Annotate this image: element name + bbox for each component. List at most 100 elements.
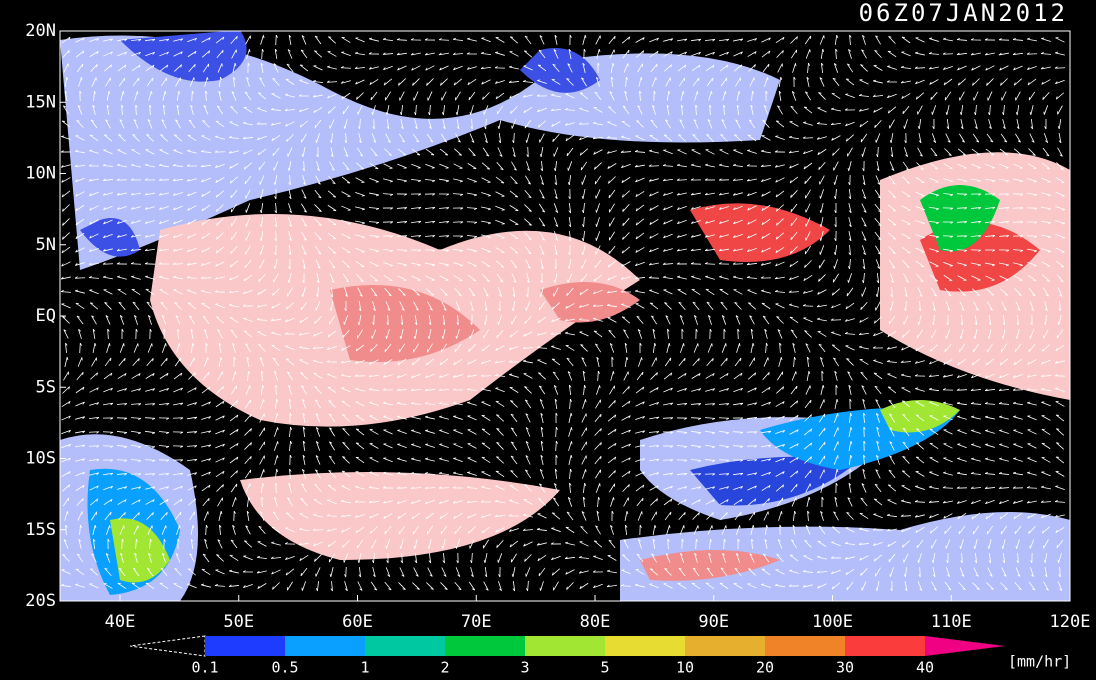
wind-arrow [116,262,128,265]
wind-arrow [173,233,183,239]
wind-arrow [187,402,198,406]
wind-arrow [928,221,940,225]
wind-arrow [173,485,183,491]
wind-arrow [861,231,867,241]
wind-arrow [746,178,757,182]
wind-arrow [494,373,506,377]
wind-arrow [188,63,196,73]
wind-arrow [439,373,449,379]
wind-arrow [606,303,618,308]
wind-arrow [230,231,238,241]
wind-arrow [945,539,951,549]
wind-arrow [144,234,155,238]
wind-arrow [789,414,799,422]
wind-arrow [452,388,464,391]
wind-arrow [607,555,617,561]
wind-arrow [341,191,351,197]
wind-arrow [650,315,658,325]
wind-arrow [929,415,939,421]
wind-arrow [608,539,616,549]
wind-arrow [751,90,755,102]
wind-arrow [860,133,868,143]
wind-arrow [957,275,967,281]
wind-arrow [567,259,572,270]
wind-arrow [453,513,463,519]
wind-arrow [778,511,783,521]
wind-arrow [382,248,394,253]
wind-arrow [219,76,223,88]
wind-arrow [89,149,99,154]
wind-arrow [385,567,391,577]
wind-arrow [341,345,351,351]
wind-arrow [901,470,911,478]
wind-arrow [709,538,712,550]
wind-arrow [274,244,277,256]
wind-arrow [848,244,851,256]
wind-arrow [468,526,476,534]
wind-arrow [230,245,238,255]
wind-arrow [831,344,841,352]
wind-arrow [621,36,631,44]
wind-arrow [719,64,729,72]
wind-arrow [831,331,841,336]
wind-arrow [553,49,559,59]
wind-arrow [776,218,784,226]
wind-arrow [216,232,224,240]
wind-arrow [722,91,727,101]
wind-arrow [243,149,253,155]
wind-arrow [676,262,688,265]
wind-arrow [918,566,921,578]
wind-arrow [957,512,967,520]
wind-arrow [789,121,799,127]
lon-label: 60E [342,612,373,632]
wind-arrow [761,218,771,226]
wind-arrow [118,567,126,577]
wind-arrow [663,485,673,491]
wind-arrow [172,275,183,280]
wind-arrow [776,316,784,324]
wind-arrow [78,328,82,339]
wind-arrow [622,204,630,212]
wind-arrow [746,445,758,448]
wind-arrow [369,429,379,435]
wind-arrow [75,204,85,212]
wind-arrow [875,567,881,577]
wind-arrow [79,90,82,102]
wind-arrow [1027,415,1037,421]
wind-arrow [145,64,155,72]
wind-arrow [819,356,825,367]
wind-arrow [245,231,251,241]
wind-arrow [302,259,306,270]
wind-arrow [579,148,589,156]
wind-arrow [398,343,406,353]
wind-arrow [411,512,421,520]
wind-arrow [917,147,923,157]
wind-arrow [88,262,100,266]
wind-arrow [396,401,408,405]
wind-arrow [845,93,855,98]
wind-arrow [790,217,798,227]
wind-arrow [425,512,435,520]
wind-arrow [144,192,155,196]
wind-arrow [861,49,867,59]
wind-arrow [1055,401,1065,407]
wind-arrow [776,371,784,381]
wind-arrow [835,48,838,60]
wind-arrow [1014,582,1022,591]
wind-arrow [887,499,897,505]
wind-arrow [860,64,868,72]
wind-arrow [382,235,394,238]
wind-arrow [105,119,111,129]
wind-arrow [564,108,576,111]
wind-arrow [1043,133,1049,144]
wind-arrow [326,528,337,532]
wind-arrow [191,90,194,102]
wind-arrow [692,134,700,142]
wind-arrow [159,149,169,155]
wind-arrow [510,441,518,451]
wind-arrow [621,457,631,463]
wind-arrow [624,342,628,353]
wind-arrow [946,314,949,326]
wind-arrow [372,118,375,130]
wind-arrow [804,469,812,479]
